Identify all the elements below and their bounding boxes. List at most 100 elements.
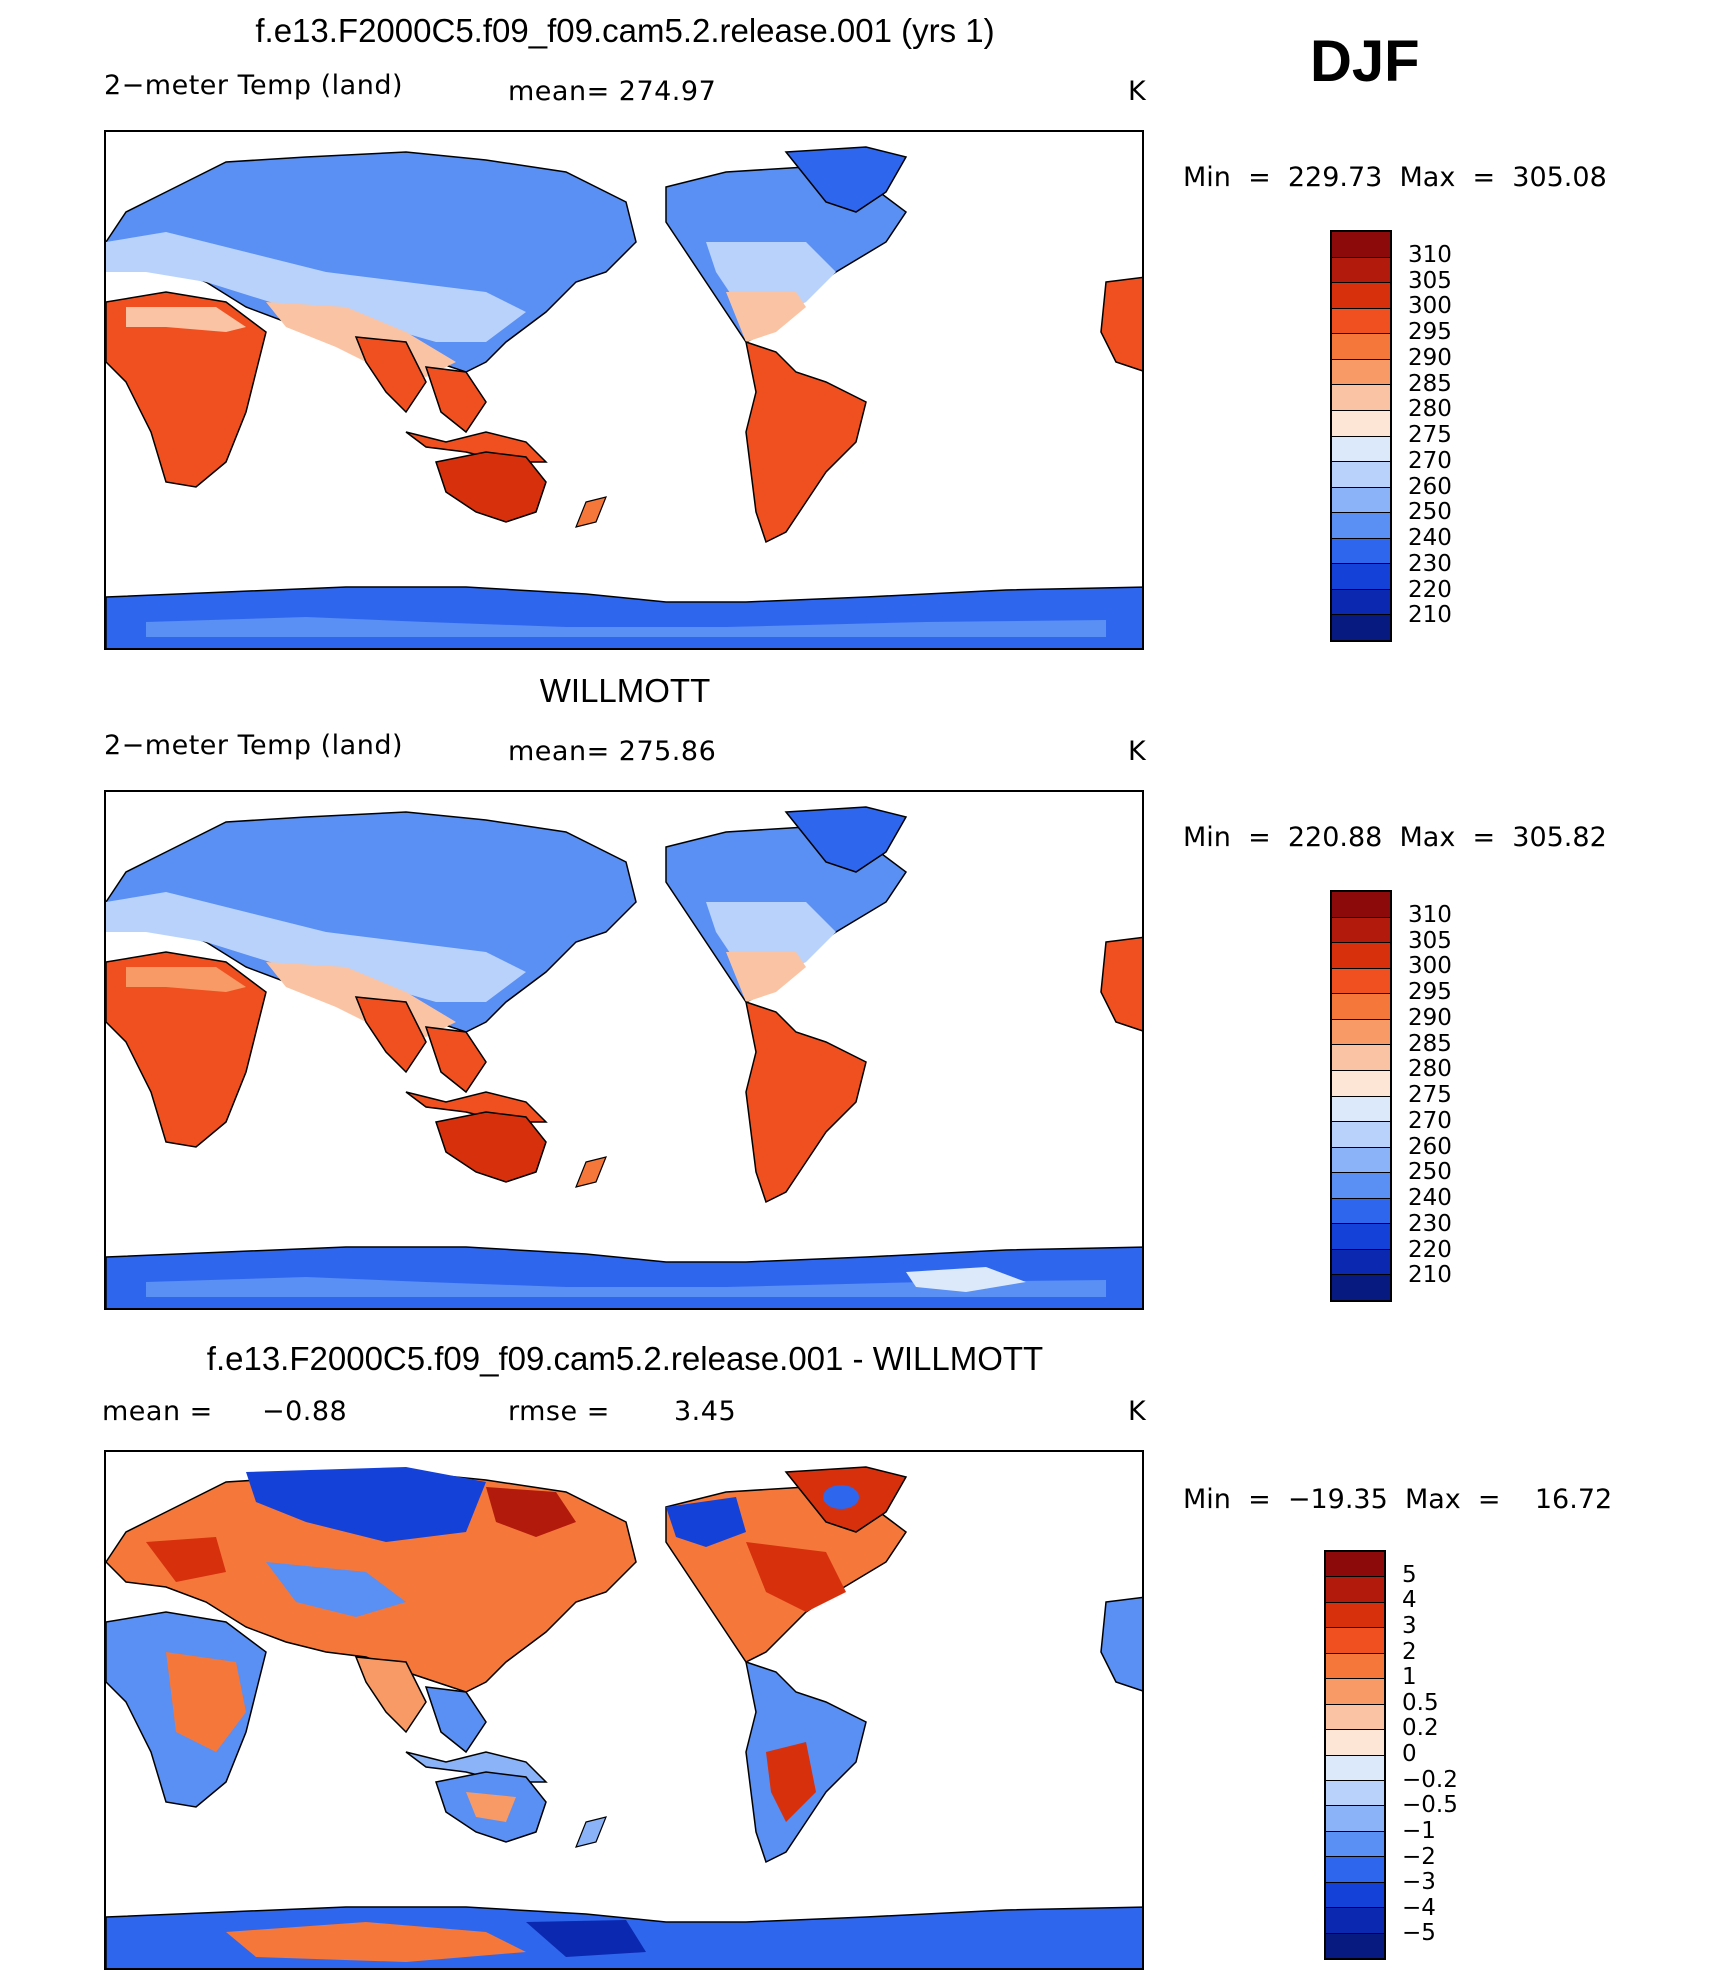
colorbar-swatch — [1326, 1577, 1384, 1603]
map-panel-top — [104, 130, 1144, 650]
colorbar-top — [1330, 230, 1392, 642]
panel-top-minmax: Min = 229.73 Max = 305.08 — [1183, 162, 1607, 193]
panel-top-title: f.e13.F2000C5.f09_f09.cam5.2.release.001… — [255, 12, 995, 49]
colorbar-tick-label: 0 — [1402, 1741, 1417, 1767]
colorbar-swatch — [1332, 1070, 1390, 1097]
colorbar-tick-label: 1 — [1402, 1664, 1417, 1691]
colorbar-tick-label: 240 — [1408, 1185, 1452, 1211]
colorbar-tick-label: −0.2 — [1402, 1766, 1458, 1793]
colorbar-swatch — [1332, 1173, 1390, 1199]
colorbar-tick-label: 290 — [1408, 1004, 1452, 1031]
panel-mid-variable: 2−meter Temp (land) — [104, 730, 403, 761]
colorbar-tick-label: 280 — [1408, 1056, 1452, 1083]
panel-diff-mean-label: mean = — [102, 1396, 213, 1427]
colorbar-tick-label: 210 — [1408, 602, 1452, 629]
colorbar-swatch — [1326, 1552, 1384, 1578]
colorbar-tick-label: 270 — [1408, 1107, 1452, 1134]
colorbar-tick-label: 240 — [1408, 525, 1452, 551]
colorbar-tick-label: 300 — [1408, 953, 1452, 980]
colorbar-swatch — [1332, 410, 1390, 437]
colorbar-swatch — [1332, 359, 1390, 386]
colorbar-swatch — [1326, 1882, 1384, 1909]
colorbar-swatch — [1332, 232, 1390, 258]
colorbar-tick-label: 220 — [1408, 576, 1452, 603]
colorbar-swatch — [1332, 308, 1390, 335]
colorbar-swatch — [1332, 892, 1390, 918]
colorbar-swatch — [1332, 968, 1390, 995]
colorbar-swatch — [1332, 257, 1390, 284]
colorbar-swatch — [1332, 615, 1390, 640]
colorbar-swatch — [1332, 1045, 1390, 1071]
colorbar-swatch — [1332, 1096, 1390, 1123]
colorbar-tick-label: 270 — [1408, 447, 1452, 474]
colorbar-tick-label: −0.5 — [1402, 1792, 1458, 1819]
colorbar-swatch — [1326, 1628, 1384, 1654]
colorbar-tick-label: 305 — [1408, 927, 1452, 954]
colorbar-swatch — [1326, 1704, 1384, 1731]
colorbar-swatch — [1332, 1249, 1390, 1276]
panel-top-units: K — [1128, 76, 1147, 107]
colorbar-swatch — [1326, 1857, 1384, 1883]
colorbar-swatch — [1332, 385, 1390, 411]
colorbar-tick-label: −2 — [1402, 1843, 1436, 1870]
colorbar-swatch — [1326, 1653, 1384, 1680]
colorbar-tick-label: 285 — [1408, 370, 1452, 397]
colorbar-swatch — [1332, 1147, 1390, 1174]
colorbar-swatch — [1326, 1755, 1384, 1781]
colorbar-tick-label: 0.2 — [1402, 1715, 1439, 1742]
colorbar-swatch — [1332, 462, 1390, 488]
colorbar-diff — [1324, 1550, 1386, 1960]
colorbar-swatch — [1332, 436, 1390, 463]
panel-diff-mean-value: −0.88 — [262, 1396, 348, 1427]
colorbar-tick-label: −4 — [1402, 1894, 1436, 1921]
colorbar-swatch — [1332, 513, 1390, 539]
colorbar-tick-label: 260 — [1408, 473, 1452, 500]
panel-diff-minmax: Min = −19.35 Max = 16.72 — [1183, 1484, 1613, 1515]
colorbar-tick-label: 4 — [1402, 1587, 1417, 1614]
colorbar-swatch — [1332, 334, 1390, 360]
colorbar-swatch — [1326, 1679, 1384, 1705]
colorbar-tick-label: 230 — [1408, 550, 1452, 577]
colorbar-tick-label: 250 — [1408, 499, 1452, 526]
colorbar-tick-label: 5 — [1402, 1561, 1417, 1588]
map-panel-diff — [104, 1450, 1144, 1970]
panel-top-variable: 2−meter Temp (land) — [104, 70, 403, 101]
map-panel-mid — [104, 790, 1144, 1310]
colorbar-swatch — [1332, 1224, 1390, 1250]
colorbar-swatch — [1332, 1122, 1390, 1148]
colorbar-tick-label: 275 — [1408, 1082, 1452, 1108]
colorbar-tick-label: −5 — [1402, 1920, 1436, 1947]
colorbar-tick-label: 260 — [1408, 1133, 1452, 1160]
colorbar-tick-label: −1 — [1402, 1817, 1436, 1844]
colorbar-tick-label: 305 — [1408, 267, 1452, 294]
colorbar-swatch — [1332, 1019, 1390, 1046]
panel-diff-units: K — [1128, 1396, 1147, 1427]
colorbar-swatch — [1332, 917, 1390, 944]
colorbar-swatch — [1326, 1908, 1384, 1934]
colorbar-tick-label: 280 — [1408, 396, 1452, 423]
colorbar-swatch — [1326, 1806, 1384, 1832]
colorbar-swatch — [1332, 1275, 1390, 1300]
panel-top-mean: mean= 274.97 — [508, 76, 717, 107]
colorbar-tick-label: 295 — [1408, 979, 1452, 1005]
colorbar-swatch — [1332, 487, 1390, 514]
colorbar-tick-label: 275 — [1408, 422, 1452, 448]
colorbar-swatch — [1326, 1933, 1384, 1958]
panel-diff-rmse-value: 3.45 — [674, 1396, 737, 1427]
colorbar-tick-label: 230 — [1408, 1210, 1452, 1237]
panel-mid-title: WILLMOTT — [539, 672, 711, 709]
colorbar-swatch — [1332, 538, 1390, 565]
colorbar-tick-label: −3 — [1402, 1869, 1436, 1896]
colorbar-swatch — [1326, 1780, 1384, 1807]
colorbar-tick-label: 285 — [1408, 1030, 1452, 1057]
colorbar-tick-label: 210 — [1408, 1262, 1452, 1289]
season-label: DJF — [1310, 29, 1420, 94]
colorbar-tick-label: 300 — [1408, 293, 1452, 320]
colorbar-swatch — [1326, 1730, 1384, 1756]
colorbar-tick-label: 290 — [1408, 344, 1452, 371]
colorbar-tick-label: 0.5 — [1402, 1689, 1439, 1716]
colorbar-tick-label: 310 — [1408, 901, 1452, 928]
colorbar-tick-label: 250 — [1408, 1159, 1452, 1186]
colorbar-swatch — [1332, 564, 1390, 590]
world-map-model — [106, 146, 1142, 648]
